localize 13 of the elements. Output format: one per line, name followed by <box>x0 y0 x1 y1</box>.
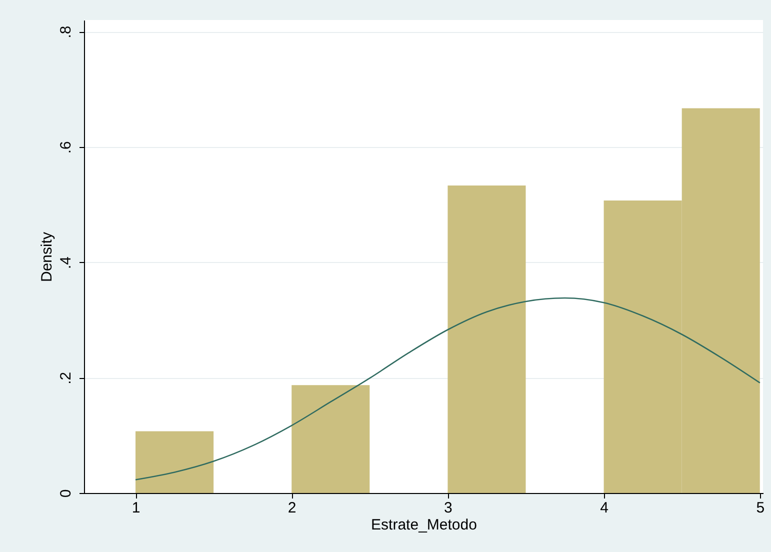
y-tick-label: .8 <box>58 26 74 38</box>
x-tick-label: 1 <box>132 500 140 516</box>
y-tick-label: .6 <box>58 141 74 154</box>
x-tick-label: 5 <box>756 500 765 516</box>
y-tick-label: 0 <box>58 489 74 498</box>
y-tick-label: .4 <box>58 256 74 270</box>
y-axis-title: Density <box>38 232 56 282</box>
x-tick-label: 3 <box>444 500 452 516</box>
x-tick-label: 2 <box>288 500 296 516</box>
x-tick-label: 4 <box>600 500 608 516</box>
y-tick-label: .2 <box>58 372 74 384</box>
x-axis-title: Estrate_Metodo <box>371 516 477 534</box>
line-series <box>134 297 761 480</box>
